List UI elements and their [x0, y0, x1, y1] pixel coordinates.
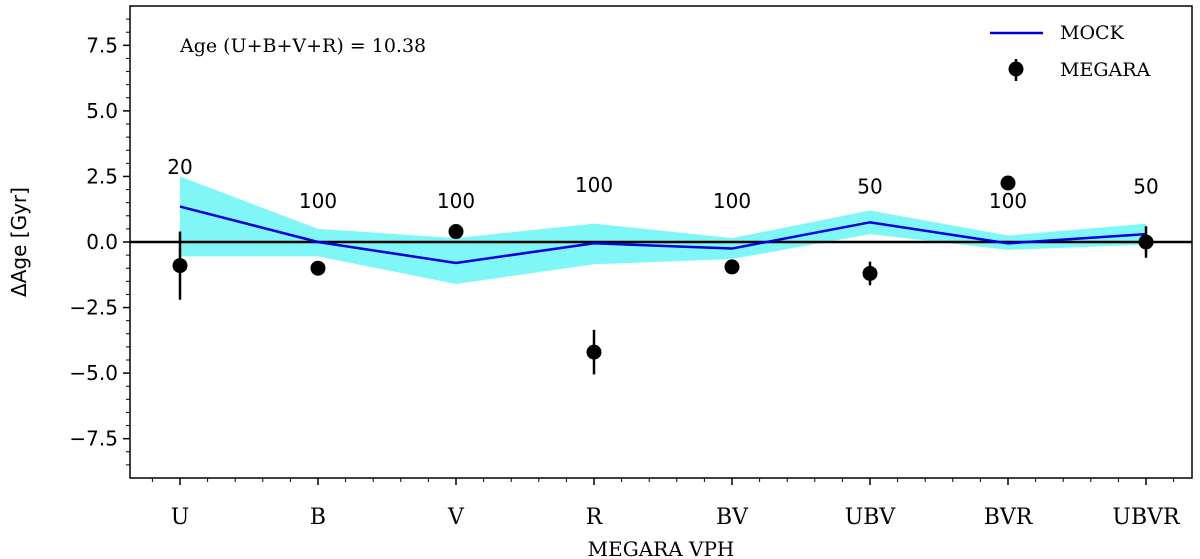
point-count-label: 20	[167, 155, 192, 179]
x-axis-label: MEGARA VPH	[588, 537, 735, 559]
x-tick-label: V	[447, 505, 465, 530]
megara-point	[1000, 175, 1016, 191]
legend-megara-label: MEGARA	[1060, 59, 1151, 81]
megara-point	[310, 260, 326, 276]
y-tick-label: −7.5	[69, 427, 118, 451]
plot-area: 20 100 100 100 100 50 100 50	[130, 155, 1192, 375]
point-count-label: 50	[857, 174, 882, 198]
megara-point	[586, 344, 602, 360]
point-count-label: 100	[299, 189, 337, 213]
y-tick-label: 7.5	[86, 33, 118, 57]
point-count-label: 100	[575, 173, 613, 197]
x-tick-label: BV	[716, 505, 749, 530]
x-tick-label: R	[586, 505, 604, 530]
x-tick-label: U	[171, 505, 190, 530]
megara-point	[172, 258, 188, 274]
megara-point	[1138, 234, 1154, 250]
megara-point	[862, 265, 878, 281]
x-tick-label: BVR	[984, 505, 1034, 530]
x-tick-label: UBVR	[1112, 505, 1181, 530]
y-tick-label: −5.0	[69, 361, 118, 385]
mock-series-line	[179, 205, 1147, 265]
point-count-label: 100	[437, 189, 475, 213]
legend-megara-marker	[1008, 61, 1024, 77]
y-tick-label: 2.5	[86, 164, 118, 188]
axes: −7.5−5.0−2.50.02.55.07.5U B V R BV UBV BVR UBVR	[69, 5, 1193, 530]
point-count-label: 100	[713, 189, 751, 213]
x-tick-label: B	[310, 505, 326, 530]
legend: MOCK MEGARA	[990, 22, 1151, 81]
y-tick-label: 5.0	[86, 99, 118, 123]
y-tick-label: 0.0	[86, 230, 118, 254]
megara-point	[724, 259, 740, 275]
y-axis-label: ΔAge [Gyr]	[7, 187, 31, 297]
megara-point	[448, 224, 464, 240]
legend-mock-label: MOCK	[1060, 22, 1125, 44]
point-count-label: 50	[1133, 174, 1158, 198]
chart-annotation: Age (U+B+V+R) = 10.38	[179, 35, 426, 57]
point-count-label: 100	[989, 189, 1027, 213]
y-tick-label: −2.5	[69, 296, 118, 320]
x-tick-label: UBV	[845, 505, 897, 530]
